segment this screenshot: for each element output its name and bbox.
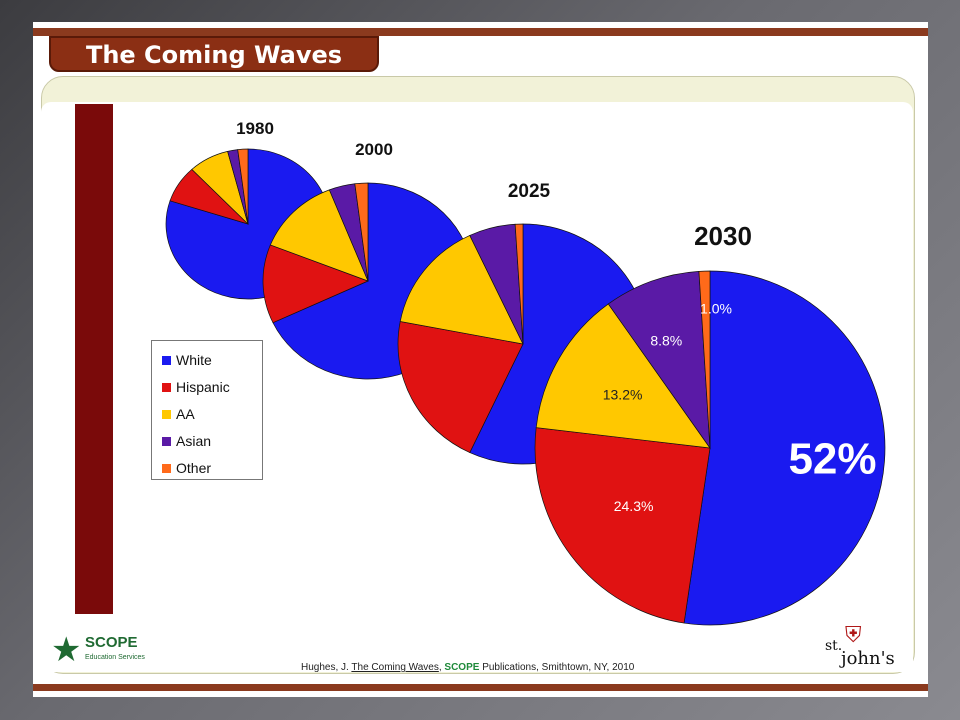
title-tab: The Coming Waves <box>49 36 379 72</box>
legend-swatch <box>162 356 171 365</box>
slice-2025-other <box>514 223 524 345</box>
slice-2030-asian <box>607 270 711 450</box>
pie-charts: 1980 2000 2025 52% 24.3% 13.2% 8.8% 1.0% 2030 <box>165 119 886 626</box>
year-label-1980: 1980 <box>236 119 274 138</box>
slice-label-other: 1.0% <box>700 301 732 317</box>
pie-2030: 52% 24.3% 13.2% 8.8% 1.0% 2030 <box>534 221 886 626</box>
year-label-2030: 2030 <box>694 221 752 251</box>
side-bar <box>75 104 113 614</box>
citation-sep: , <box>438 662 445 673</box>
slice-2025-aa <box>399 234 524 345</box>
legend-label: AA <box>176 406 195 422</box>
legend: White Hispanic AA Asian Other <box>151 340 263 480</box>
slice-2030-aa <box>535 303 711 449</box>
citation: Hughes, J. The Coming Waves, SCOPE Publi… <box>301 662 701 673</box>
star-icon: ★ <box>51 631 82 669</box>
crest-icon: ⛨ <box>845 622 862 647</box>
legend-label: White <box>176 352 212 368</box>
legend-label: Asian <box>176 433 212 449</box>
slice-label-asian: 8.8% <box>650 333 682 349</box>
citation-suffix: Publications, Smithtown, NY, 2010 <box>479 662 635 673</box>
slide: The Coming Waves 1980 2000 2025 52% 24.3% 13.… <box>33 22 928 697</box>
legend-swatch <box>162 383 171 392</box>
slice-label-hispanic: 24.3% <box>614 498 654 514</box>
citation-prefix: Hughes, J. <box>301 662 352 673</box>
slide-title: The Coming Waves <box>85 41 343 69</box>
scope-logo: ★ SCOPE Education Services <box>51 632 161 672</box>
slice-2025-hispanic <box>397 321 524 454</box>
bottom-rule <box>33 684 928 691</box>
slice-2000-hispanic <box>262 244 369 324</box>
slice-label-aa: 13.2% <box>603 387 643 403</box>
scope-logo-name: SCOPE <box>85 634 138 651</box>
legend-label: Hispanic <box>176 379 230 395</box>
year-label-2025: 2025 <box>508 181 551 202</box>
legend-swatch <box>162 464 171 473</box>
slice-1980-other <box>237 148 249 225</box>
citation-title: The Coming Waves <box>351 662 439 673</box>
legend-label: Other <box>176 460 212 476</box>
slice-2000-aa <box>269 189 369 282</box>
slice-2000-other <box>354 182 369 282</box>
scope-logo-subtitle: Education Services <box>85 654 145 661</box>
slice-2030-hispanic <box>534 427 711 624</box>
year-label-2000: 2000 <box>355 140 393 159</box>
legend-swatch <box>162 410 171 419</box>
legend-swatch <box>162 437 171 446</box>
st-johns-logo-johns: john's <box>841 648 895 669</box>
slice-2030-other <box>698 270 711 449</box>
slice-label-white: 52% <box>788 435 876 484</box>
st-johns-logo: ⛨ st. john's <box>825 622 910 672</box>
citation-publisher: SCOPE <box>444 662 480 673</box>
top-rule <box>33 28 928 36</box>
st-johns-logo-st: st. <box>825 638 843 654</box>
slice-2030-white <box>683 270 886 626</box>
